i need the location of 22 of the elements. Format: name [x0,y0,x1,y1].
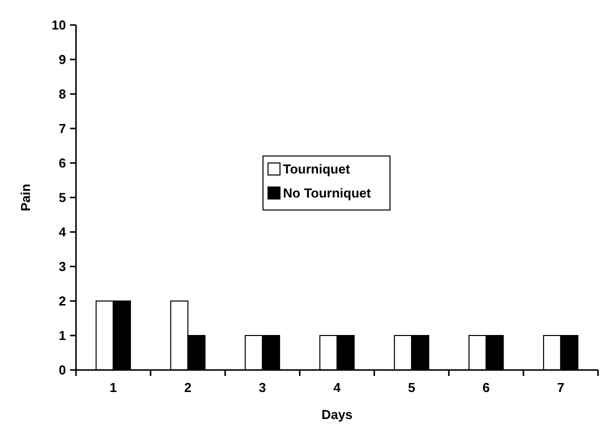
y-tick-label: 9 [58,52,66,68]
y-tick-label: 6 [58,156,66,171]
y-tick-label: 3 [58,259,66,274]
y-tick-label: 4 [58,224,67,240]
y-tick-label: 8 [58,86,66,102]
y-tick-label: 10 [52,18,66,33]
y-tick-label: 2 [58,294,66,309]
x-tick-label: 6 [482,380,490,395]
x-tick-label: 7 [557,380,564,395]
legend-label: No Tourniquet [283,186,372,201]
y-tick-label: 7 [58,121,66,136]
x-axis-title: Days [321,407,353,422]
x-tick-label: 3 [258,380,266,395]
x-tick-label: 4 [333,380,342,395]
x-tick-label: 5 [408,380,416,395]
x-tick-label: 1 [110,380,117,395]
y-tick-label: 0 [58,362,66,378]
x-tick-label: 2 [184,380,192,395]
y-tick-label: 1 [58,328,66,344]
legend-label: Tourniquet [283,162,351,177]
y-tick-label: 5 [58,190,66,206]
y-axis-title: Pain [18,184,33,212]
